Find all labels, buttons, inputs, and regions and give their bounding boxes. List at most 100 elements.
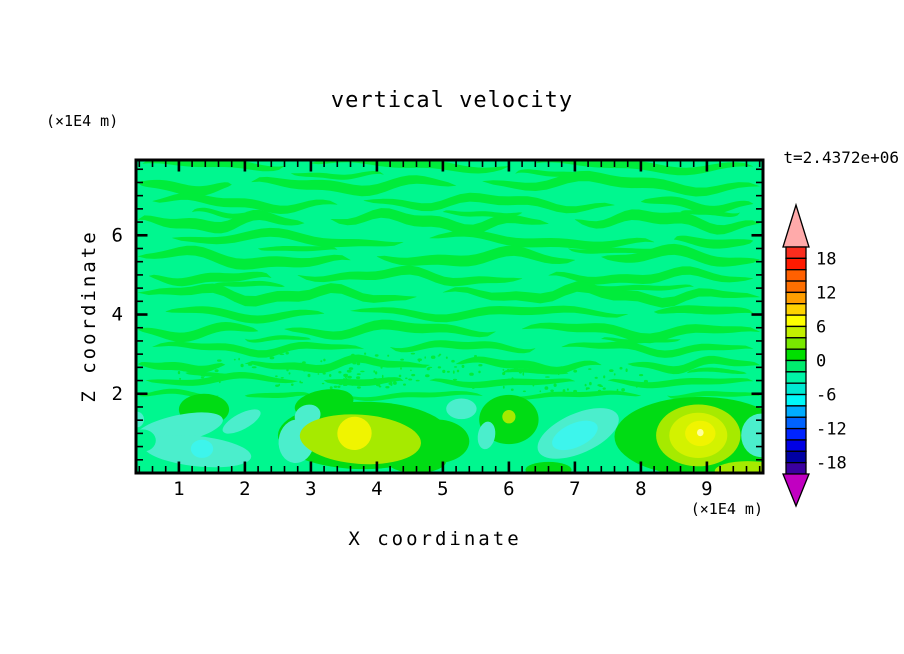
speckle-dot bbox=[400, 367, 402, 370]
colorbar-segment bbox=[785, 359, 807, 373]
speckle-dot bbox=[374, 354, 379, 357]
speckle-dot bbox=[557, 373, 560, 376]
streak-band bbox=[535, 160, 754, 176]
speckle-dot bbox=[200, 374, 206, 377]
speckle-dot bbox=[182, 367, 186, 369]
speckle-dot bbox=[214, 369, 219, 373]
streak-band bbox=[429, 230, 655, 250]
streak-band bbox=[138, 179, 232, 197]
streak-band bbox=[138, 322, 259, 342]
speckle-dot bbox=[625, 368, 628, 373]
streak-band bbox=[185, 371, 245, 378]
speckle-dot bbox=[329, 386, 333, 390]
speckle-dot bbox=[539, 390, 542, 393]
speckle-dot bbox=[511, 377, 514, 381]
streak-band bbox=[330, 208, 549, 236]
speckle-dot bbox=[400, 358, 404, 361]
streak-band bbox=[673, 235, 754, 249]
speckle-dot bbox=[424, 356, 427, 359]
streak-band bbox=[149, 271, 272, 287]
streak-band bbox=[138, 362, 226, 374]
streak-band bbox=[667, 391, 760, 399]
streak-band bbox=[654, 305, 754, 315]
speckle-dot bbox=[291, 383, 294, 386]
speckle-dot bbox=[356, 361, 361, 366]
streak-band bbox=[442, 281, 760, 308]
colorbar-segment bbox=[785, 280, 807, 294]
contour-blob-turquoise bbox=[222, 409, 261, 434]
speckle-dot bbox=[562, 389, 566, 393]
speckle-dot bbox=[362, 383, 367, 386]
speckle-dot bbox=[426, 367, 430, 371]
streak-band bbox=[429, 378, 575, 389]
speckle-dot bbox=[544, 386, 549, 390]
speckle-dot bbox=[643, 379, 649, 384]
speckle-dot bbox=[337, 385, 341, 388]
speckle-dot bbox=[215, 365, 220, 368]
speckle-dot bbox=[317, 371, 320, 373]
streak-band bbox=[568, 247, 661, 254]
speckle-dot bbox=[321, 382, 325, 385]
speckle-dot bbox=[550, 389, 554, 393]
speckle-dot bbox=[366, 359, 368, 362]
speckle-dot bbox=[639, 374, 644, 377]
speckle-dot bbox=[356, 373, 361, 375]
x-axis-title: X coordinate bbox=[348, 528, 522, 550]
speckle-dot bbox=[456, 369, 460, 373]
streak-band bbox=[244, 391, 311, 398]
streak-band bbox=[588, 284, 694, 291]
speckle-dot bbox=[469, 372, 474, 376]
speckle-dot bbox=[393, 381, 397, 385]
speckle-dot bbox=[442, 369, 446, 374]
streak-band bbox=[515, 169, 595, 177]
speckle-dot bbox=[389, 381, 393, 385]
z-tick-label: 4 bbox=[112, 304, 123, 326]
speckle-dot bbox=[207, 377, 213, 381]
x-axis-unit-label: (×1E4 m) bbox=[690, 500, 763, 518]
speckle-dot bbox=[275, 384, 280, 387]
colorbar-segment bbox=[785, 303, 807, 316]
speckle-dot bbox=[408, 378, 413, 381]
speckle-dot bbox=[410, 369, 412, 371]
streak-band bbox=[456, 356, 602, 375]
speckle-dot bbox=[200, 377, 205, 379]
streak-band bbox=[343, 391, 483, 402]
colorbar-segment bbox=[785, 337, 807, 350]
colorbar-segment bbox=[785, 427, 807, 441]
streak-band bbox=[640, 196, 754, 215]
speckle-dot bbox=[303, 369, 306, 372]
speckle-dot bbox=[452, 378, 458, 381]
colorbar-segment bbox=[785, 416, 807, 430]
axis-ticks bbox=[137, 161, 762, 472]
speckle-dot bbox=[345, 378, 348, 382]
streak-band bbox=[601, 337, 681, 344]
x-tick-label: 8 bbox=[635, 478, 646, 500]
colorbar-segment bbox=[785, 382, 807, 396]
speckle-dot bbox=[358, 382, 363, 385]
speckle-dot bbox=[323, 368, 328, 372]
speckle-dot bbox=[410, 352, 416, 355]
colorbar-label: 0 bbox=[816, 352, 826, 372]
speckle-dot bbox=[356, 376, 361, 380]
colorbar-label: 18 bbox=[816, 249, 836, 269]
speckle-dot bbox=[415, 379, 420, 382]
colorbar-segment bbox=[785, 439, 807, 452]
speckle-dot bbox=[584, 383, 587, 387]
streak-band bbox=[284, 319, 496, 340]
speckle-dot bbox=[437, 355, 440, 357]
streak-band bbox=[508, 390, 641, 400]
colorbar-segment bbox=[785, 450, 807, 464]
speckle-dot bbox=[437, 366, 442, 369]
speckle-dot bbox=[351, 383, 354, 386]
streak-band bbox=[138, 209, 305, 234]
streak-band bbox=[211, 280, 285, 287]
colorbar-segment bbox=[785, 269, 807, 282]
colorbar-segment bbox=[785, 246, 807, 260]
speckle-dot bbox=[478, 364, 483, 367]
streak-band bbox=[165, 306, 325, 324]
speckle-dot bbox=[357, 383, 360, 386]
speckle-dot bbox=[269, 356, 275, 360]
colorbar-segment bbox=[785, 405, 807, 418]
plot-frame bbox=[134, 158, 765, 475]
